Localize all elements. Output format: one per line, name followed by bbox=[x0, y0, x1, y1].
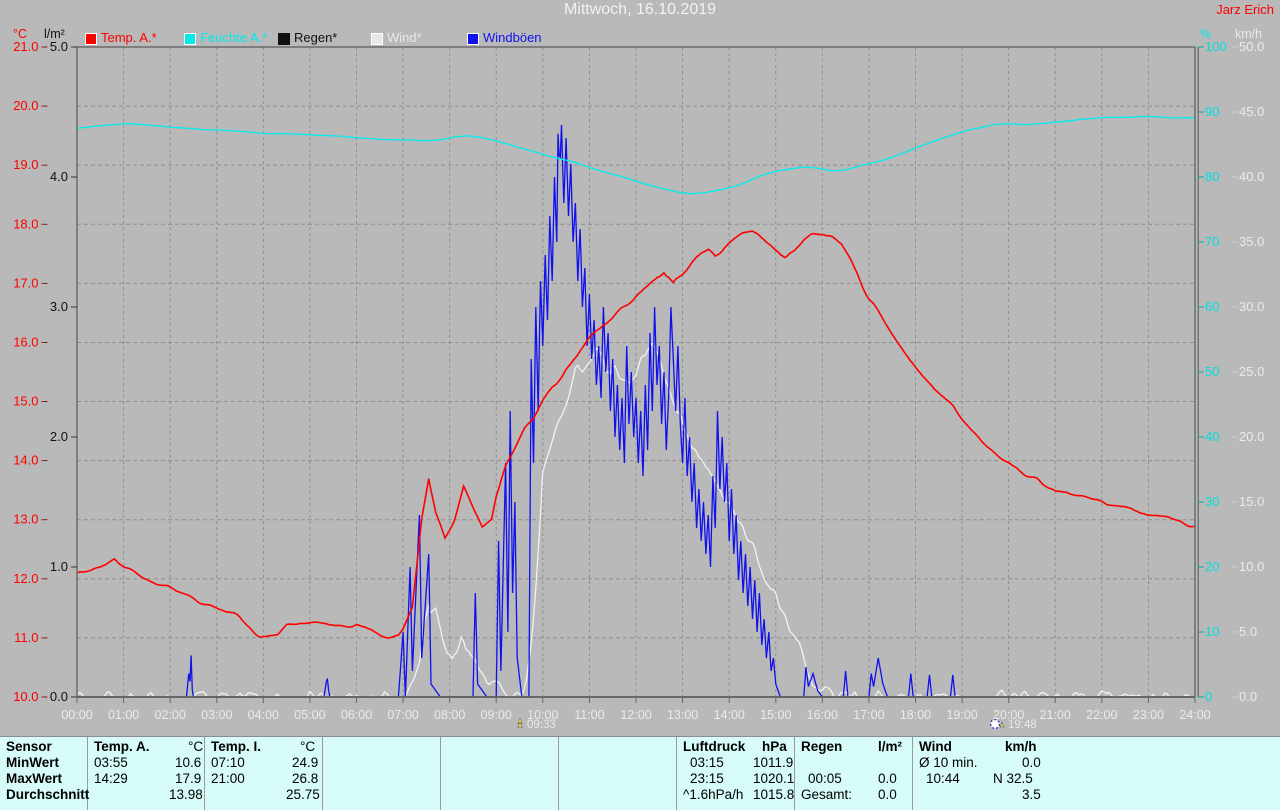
svg-text:35.0: 35.0 bbox=[1239, 234, 1264, 249]
svg-text:70: 70 bbox=[1205, 234, 1219, 249]
svg-text:07:00: 07:00 bbox=[387, 708, 418, 722]
svg-text:12.0: 12.0 bbox=[13, 571, 38, 586]
svg-text:0: 0 bbox=[1205, 689, 1212, 704]
svg-text:18.0: 18.0 bbox=[13, 216, 38, 231]
svg-text:18:00: 18:00 bbox=[900, 708, 931, 722]
svg-text:4.0: 4.0 bbox=[50, 169, 68, 184]
svg-text:10.0: 10.0 bbox=[1239, 559, 1264, 574]
svg-text:05:00: 05:00 bbox=[294, 708, 325, 722]
svg-text:5.0: 5.0 bbox=[50, 39, 68, 54]
svg-text:30: 30 bbox=[1205, 494, 1219, 509]
svg-text:24:00: 24:00 bbox=[1179, 708, 1210, 722]
svg-text:20: 20 bbox=[1205, 559, 1219, 574]
svg-text:13.0: 13.0 bbox=[13, 512, 38, 527]
svg-text:2.0: 2.0 bbox=[50, 429, 68, 444]
svg-text:25.0: 25.0 bbox=[1239, 364, 1264, 379]
svg-text:15.0: 15.0 bbox=[13, 394, 38, 409]
svg-text:02:00: 02:00 bbox=[155, 708, 186, 722]
svg-text:90: 90 bbox=[1205, 104, 1219, 119]
svg-text:09:00: 09:00 bbox=[481, 708, 512, 722]
svg-text:80: 80 bbox=[1205, 169, 1219, 184]
svg-text:10: 10 bbox=[1205, 624, 1219, 639]
svg-text:21.0: 21.0 bbox=[13, 39, 38, 54]
svg-text:08:00: 08:00 bbox=[434, 708, 465, 722]
svg-text:100: 100 bbox=[1205, 39, 1227, 54]
svg-text:60: 60 bbox=[1205, 299, 1219, 314]
svg-text:45.0: 45.0 bbox=[1239, 104, 1264, 119]
svg-text:50: 50 bbox=[1205, 364, 1219, 379]
svg-text:3.0: 3.0 bbox=[50, 299, 68, 314]
svg-text:00:00: 00:00 bbox=[61, 708, 92, 722]
svg-text:20:00: 20:00 bbox=[993, 708, 1024, 722]
svg-text:15.0: 15.0 bbox=[1239, 494, 1264, 509]
svg-text:14.0: 14.0 bbox=[13, 453, 38, 468]
svg-text:0.0: 0.0 bbox=[50, 689, 68, 704]
svg-text:16.0: 16.0 bbox=[13, 335, 38, 350]
svg-text:12:00: 12:00 bbox=[620, 708, 651, 722]
svg-text:5.0: 5.0 bbox=[1239, 624, 1257, 639]
svg-text:17.0: 17.0 bbox=[13, 275, 38, 290]
svg-text:20.0: 20.0 bbox=[13, 98, 38, 113]
svg-text:01:00: 01:00 bbox=[108, 708, 139, 722]
svg-text:11:00: 11:00 bbox=[574, 708, 604, 722]
svg-text:16:00: 16:00 bbox=[807, 708, 838, 722]
svg-text:15:00: 15:00 bbox=[760, 708, 791, 722]
svg-text:22:00: 22:00 bbox=[1086, 708, 1117, 722]
svg-text:50.0: 50.0 bbox=[1239, 39, 1264, 54]
svg-text:20.0: 20.0 bbox=[1239, 429, 1264, 444]
svg-text:23:00: 23:00 bbox=[1133, 708, 1164, 722]
svg-text:40.0: 40.0 bbox=[1239, 169, 1264, 184]
svg-text:1.0: 1.0 bbox=[50, 559, 68, 574]
svg-text:14:00: 14:00 bbox=[714, 708, 745, 722]
svg-text:40: 40 bbox=[1205, 429, 1219, 444]
svg-text:10:00: 10:00 bbox=[527, 708, 558, 722]
svg-text:10.0: 10.0 bbox=[13, 689, 38, 704]
svg-text:04:00: 04:00 bbox=[248, 708, 279, 722]
svg-text:13:00: 13:00 bbox=[667, 708, 698, 722]
svg-text:11.0: 11.0 bbox=[14, 630, 38, 645]
svg-text:03:00: 03:00 bbox=[201, 708, 232, 722]
svg-text:19:00: 19:00 bbox=[946, 708, 977, 722]
svg-text:30.0: 30.0 bbox=[1239, 299, 1264, 314]
svg-text:06:00: 06:00 bbox=[341, 708, 372, 722]
svg-text:19.0: 19.0 bbox=[13, 157, 38, 172]
svg-text:0.0: 0.0 bbox=[1239, 689, 1257, 704]
svg-text:17:00: 17:00 bbox=[853, 708, 884, 722]
svg-text:21:00: 21:00 bbox=[1040, 708, 1071, 722]
